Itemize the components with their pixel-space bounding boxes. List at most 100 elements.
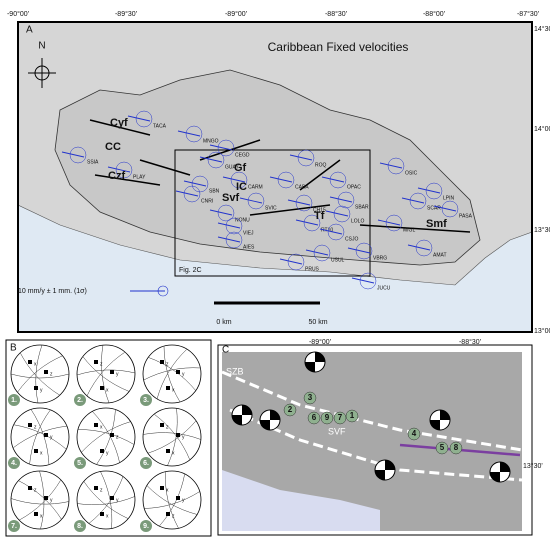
axis-label: z (100, 361, 103, 367)
error-ellipse (425, 182, 443, 200)
error-ellipse (355, 242, 373, 260)
error-ellipse (303, 214, 321, 232)
error-ellipse (207, 151, 225, 169)
station-label: PLAY (133, 174, 146, 180)
axis-point (44, 433, 48, 437)
axis-point (34, 386, 38, 390)
panel-label: C (222, 345, 229, 356)
great-circle (29, 409, 51, 465)
error-ellipse (333, 205, 351, 223)
panel-label: A (26, 25, 33, 36)
lon-label: -88°30' (459, 338, 481, 346)
station-label: SSIA (87, 159, 99, 165)
lon-label: -89°30' (115, 10, 137, 18)
fault-label: Czf (108, 170, 125, 182)
axis-label: z (100, 487, 103, 493)
net-number: 6. (143, 460, 149, 467)
fault-label: CC (105, 141, 121, 153)
number-badge (8, 520, 20, 532)
station-label: JUCU (377, 285, 391, 291)
velocity-arrow (325, 210, 349, 217)
velocity-arrow (127, 115, 151, 122)
axis-point (160, 360, 164, 364)
marker-number: 6 (312, 413, 317, 422)
lon-label: -89°00' (225, 10, 247, 18)
great-circle (86, 351, 126, 396)
axis-label: x (40, 513, 43, 519)
great-circle (92, 411, 120, 463)
stereonet (76, 344, 136, 404)
error-ellipse (217, 204, 235, 222)
marker-number: 9 (325, 413, 330, 422)
station-label: AMAT (433, 252, 447, 258)
axis-point (100, 386, 104, 390)
station-label: ROQ (315, 162, 327, 168)
error-ellipse (191, 175, 209, 193)
great-circle (30, 409, 50, 465)
great-circle (146, 485, 198, 515)
country (54, 69, 481, 266)
station-label: SBAR (355, 204, 369, 210)
station-label: CABA (295, 184, 309, 190)
velocity-arrow (287, 199, 311, 206)
axis-label: y (182, 371, 185, 377)
marker-number: 7 (338, 413, 343, 422)
station-label: OSIC (405, 170, 418, 176)
number-badge (140, 457, 152, 469)
number-badge (8, 457, 20, 469)
fault-label: Svf (222, 192, 239, 204)
error-ellipse (329, 171, 347, 189)
lat-label: 13°30' (523, 462, 543, 470)
great-circle (83, 481, 129, 519)
axis-point (166, 386, 170, 390)
error-ellipse (185, 125, 203, 143)
error-ellipse (230, 171, 248, 189)
marker-badge (345, 409, 359, 423)
great-circle (13, 424, 67, 450)
axis-label: y (116, 371, 119, 377)
inset-box (174, 149, 371, 277)
fault-label: Smf (426, 218, 447, 230)
axis-point (160, 423, 164, 427)
axis-label: x (100, 424, 103, 430)
great-circle (77, 496, 135, 506)
great-circle (19, 479, 62, 521)
north: N (38, 41, 45, 52)
velocity-arrow (319, 228, 343, 235)
frame (17, 21, 533, 333)
axis-point (44, 496, 48, 500)
error-ellipse (387, 157, 405, 175)
axis-label: z (166, 424, 169, 430)
number-badge (8, 394, 20, 406)
station-label: USUL (331, 257, 345, 263)
velocity-arrow (222, 176, 246, 183)
axis-point (166, 512, 170, 516)
axis-label: y (106, 450, 109, 456)
great-circle (88, 476, 124, 524)
axis-label: x (172, 450, 175, 456)
axis-label: z (50, 371, 53, 377)
station-label: SCAR (427, 205, 441, 211)
velocity-arrow (209, 144, 233, 151)
number-badge (74, 520, 86, 532)
station-label: VIEJ (243, 230, 254, 236)
focal-quadrant (305, 352, 325, 372)
net-number: 3. (143, 397, 149, 404)
error-ellipse (359, 272, 377, 290)
axis-label: x (106, 387, 109, 393)
great-circle (12, 425, 67, 449)
error-ellipse (225, 231, 243, 249)
axis-label: x (166, 487, 169, 493)
velocity-arrow (217, 222, 241, 229)
stereonet (10, 470, 70, 530)
stereonet (10, 344, 70, 404)
great-circle (143, 432, 201, 440)
stereonet (142, 470, 202, 530)
velocity-arrow (199, 156, 223, 163)
velocity-arrow (407, 244, 431, 251)
fault-label: Gf (234, 162, 247, 174)
sea-c (222, 470, 380, 531)
velocity-arrow (217, 236, 241, 243)
great-circle (148, 357, 196, 391)
error-ellipse (217, 139, 235, 157)
